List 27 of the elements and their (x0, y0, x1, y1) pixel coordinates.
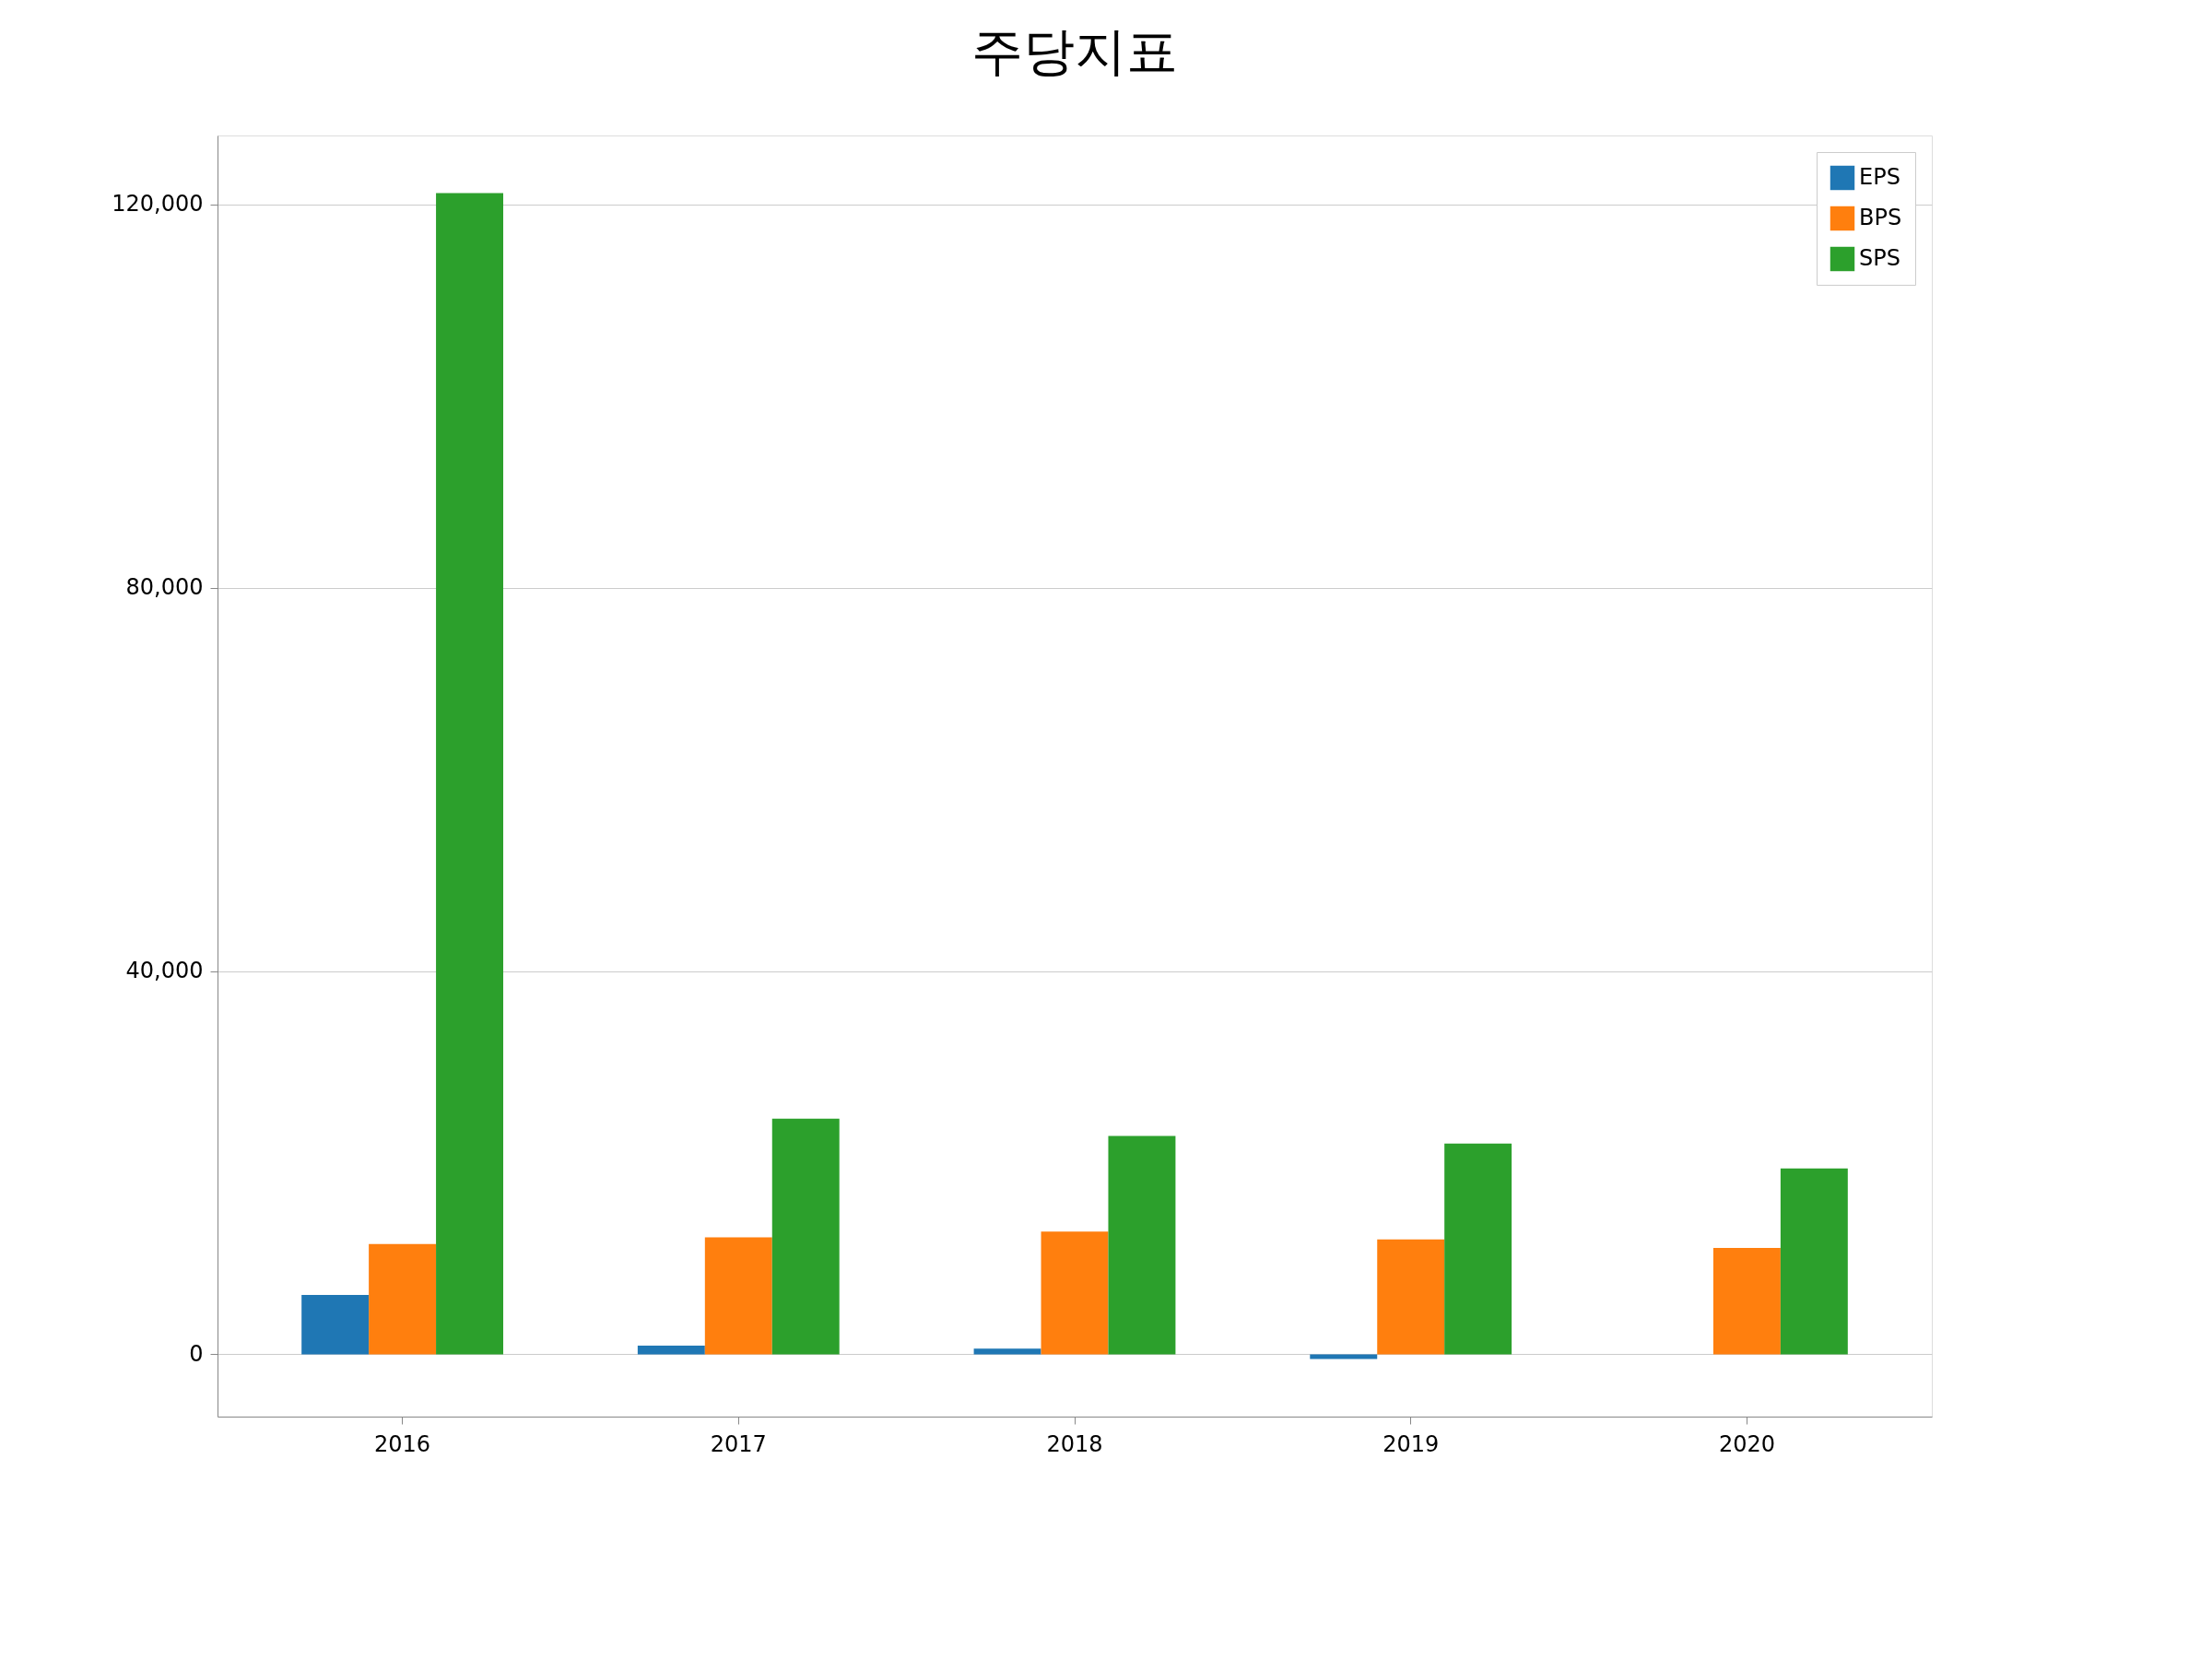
legend-label: BPS (1859, 205, 1902, 230)
bar (973, 1348, 1041, 1355)
legend-label: SPS (1859, 245, 1900, 271)
x-tick-label: 2018 (1046, 1430, 1103, 1457)
y-tick-label: 40,000 (125, 958, 204, 984)
bar (1712, 1248, 1781, 1355)
bar (1780, 1168, 1848, 1355)
x-tick-label: 2020 (1718, 1430, 1775, 1457)
chart-title: 주당지표 (971, 21, 1178, 81)
y-tick-label: 0 (189, 1340, 204, 1367)
bar (369, 1243, 437, 1355)
bar (1444, 1143, 1512, 1355)
bar (1377, 1239, 1445, 1355)
bar (637, 1346, 705, 1355)
bar (436, 193, 503, 1355)
bar (704, 1237, 772, 1355)
bar (301, 1294, 370, 1355)
bar (771, 1118, 840, 1355)
bar (1108, 1135, 1176, 1355)
legend-label: EPS (1859, 164, 1900, 190)
x-tick-label: 2019 (1382, 1430, 1440, 1457)
bar (1041, 1231, 1109, 1355)
x-tick-label: 2016 (374, 1430, 431, 1457)
y-tick-label: 120,000 (112, 191, 204, 218)
x-tick-label: 2017 (710, 1430, 767, 1457)
y-tick-label: 80,000 (125, 574, 204, 601)
bar (1310, 1354, 1378, 1359)
